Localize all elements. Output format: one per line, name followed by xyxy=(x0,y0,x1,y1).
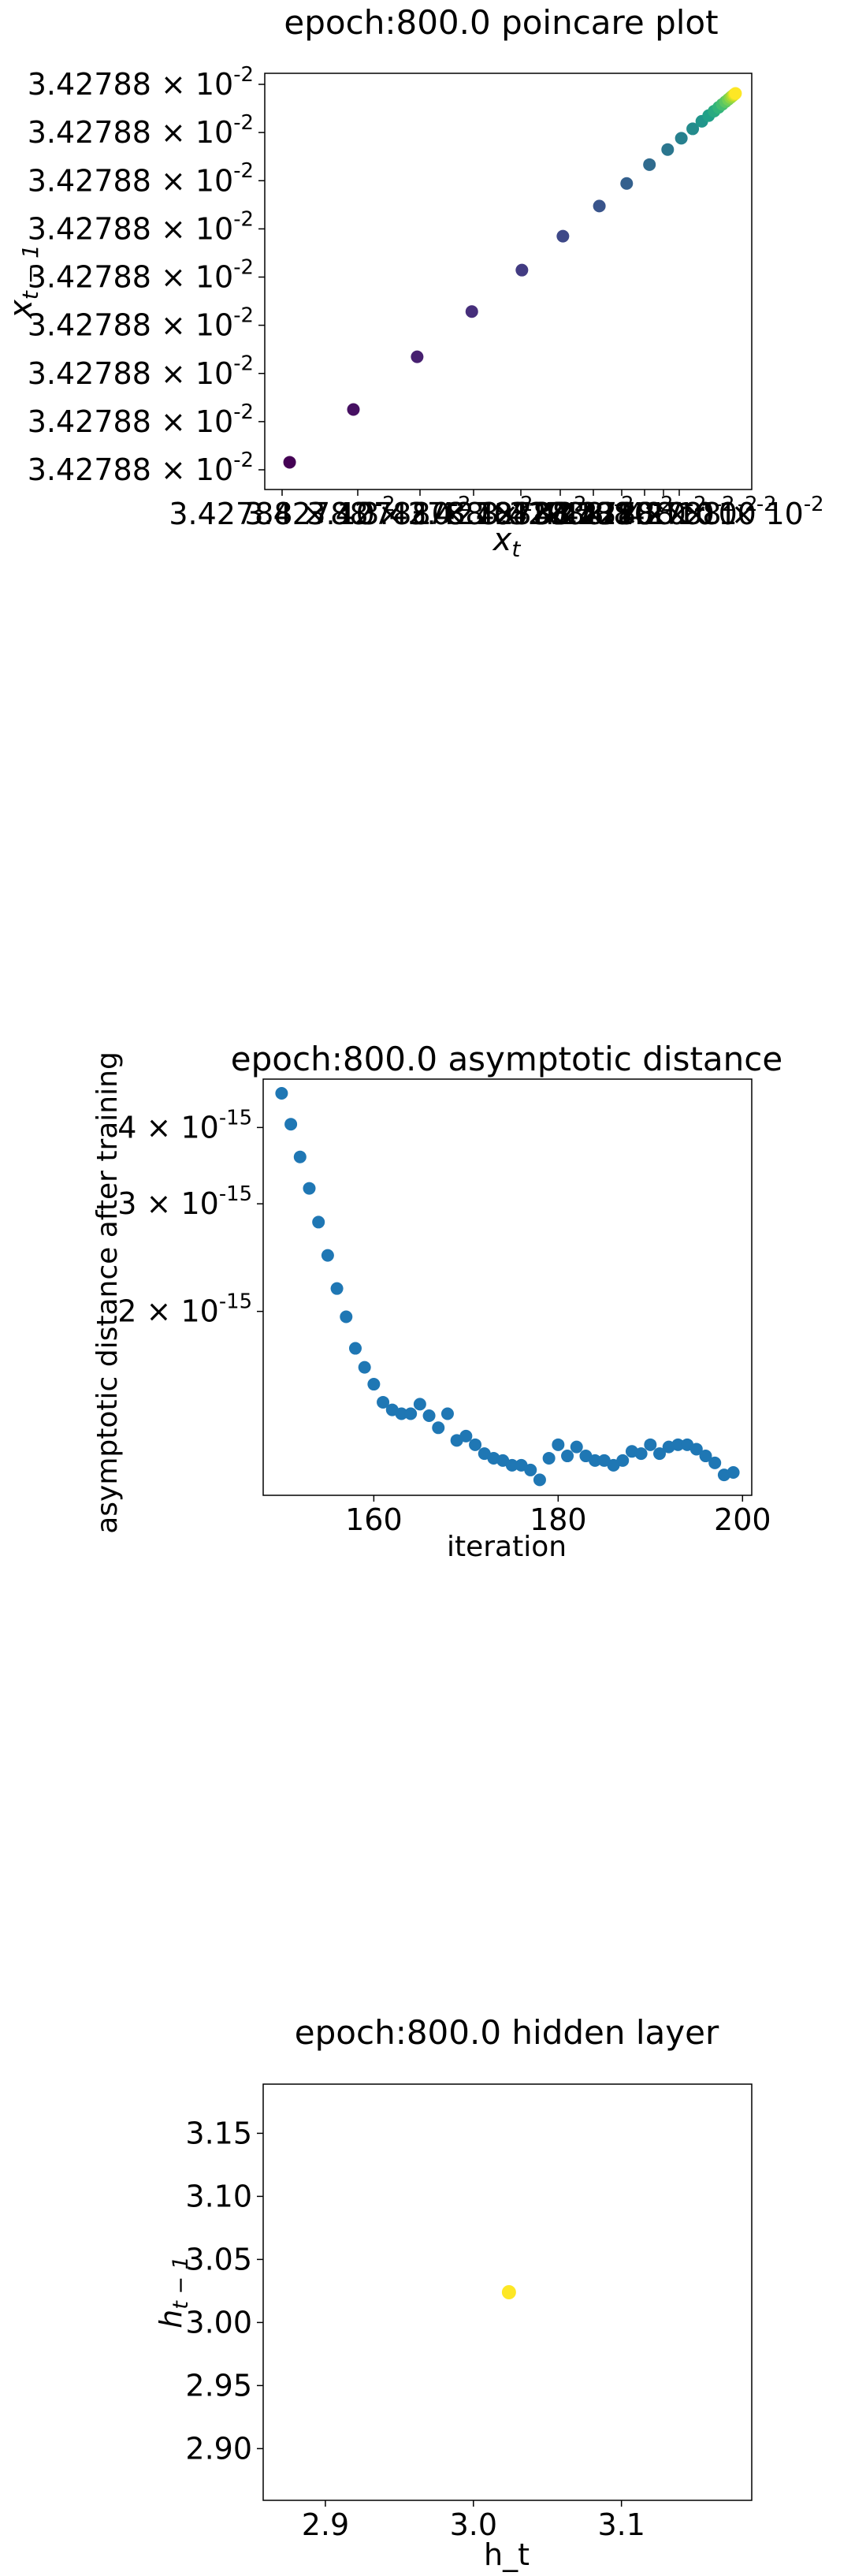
chart1-y-tick-label: 3.42788 × 10-2 xyxy=(28,352,254,391)
chart3-x-tick-label: 3.1 xyxy=(597,2507,645,2542)
chart2-point xyxy=(404,1407,418,1420)
chart1-point xyxy=(283,456,296,469)
chart2-y-axis-label: asymptotic distance after training xyxy=(91,1052,124,1534)
chart3-x-tick-label: 2.9 xyxy=(302,2507,349,2542)
chart2-point xyxy=(708,1456,722,1469)
chart2-point xyxy=(727,1465,740,1479)
chart1-y-axis-label: xt − 1 xyxy=(3,244,43,320)
chart1-point xyxy=(556,229,570,243)
chart1-y-tick-label: 3.42788 × 10-2 xyxy=(28,255,254,294)
chart3-y-tick-label: 2.90 xyxy=(185,2431,252,2466)
chart3-y-tick-label: 3.05 xyxy=(185,2242,252,2276)
chart2-point xyxy=(689,1442,703,1456)
chart2-point xyxy=(284,1118,298,1131)
chart2-point xyxy=(616,1454,630,1467)
chart1-point xyxy=(465,305,478,318)
chart2-point xyxy=(358,1361,371,1374)
chart3-y-tick-label: 3.15 xyxy=(185,2116,252,2150)
chart3-title: epoch:800.0 hidden layer xyxy=(295,2013,719,2052)
chart2-point xyxy=(312,1215,325,1229)
chart1-point xyxy=(593,199,606,213)
chart1-point xyxy=(620,177,634,190)
chart1-y-tick-label: 3.42788 × 10-2 xyxy=(28,400,254,439)
chart1-y-tick-label: 3.42788 × 10-2 xyxy=(28,159,254,198)
chart2-point xyxy=(459,1429,473,1442)
chart1-x-tick-label: 3.42788 × 10-2 xyxy=(531,493,757,531)
chart1-y-tick-label: 3.42788 × 10-2 xyxy=(28,449,254,487)
chart2-point xyxy=(505,1458,518,1472)
chart2-point xyxy=(699,1450,712,1463)
chart2-plot-area xyxy=(262,1078,753,1496)
chart2-x-tick-label: 160 xyxy=(345,1502,403,1537)
chart2-x-tick-label: 180 xyxy=(530,1502,587,1537)
chart1-y-tick-label: 3.42788 × 10-2 xyxy=(28,111,254,150)
chart3-point xyxy=(501,2285,516,2299)
chart3-y-tick-label: 3.10 xyxy=(185,2179,252,2213)
chart1-x-tick-label: 3.42788 × 10-2 xyxy=(508,493,734,531)
chart1-point xyxy=(675,132,688,145)
chart1-x-tick-label: 3.42788 × 10-2 xyxy=(447,493,673,531)
chart1-point xyxy=(411,350,424,363)
chart1-point xyxy=(661,143,675,156)
chart2-y-tick-label: 2 × 10-15 xyxy=(117,1290,252,1329)
chart2-y-tick-label: 3 × 10-15 xyxy=(117,1182,252,1221)
chart3-y-axis-label: ht − 1 xyxy=(154,2256,193,2328)
chart2-point xyxy=(589,1454,602,1467)
chart1-point xyxy=(686,122,700,136)
chart2-point xyxy=(377,1395,390,1409)
chart1-x-tick-label: 3.42788 × 10-2 xyxy=(480,493,706,531)
chart2-x-tick-label: 200 xyxy=(714,1502,771,1537)
chart1-x-tick-label: 3.42788 × 10-2 xyxy=(407,493,634,531)
chart2-point xyxy=(469,1438,482,1451)
chart2-point xyxy=(440,1407,454,1420)
chart1-title: epoch:800.0 poincare plot xyxy=(284,3,718,42)
chart2-point xyxy=(340,1310,353,1323)
chart1-x-tick-label: 3.42788 × 10-2 xyxy=(307,493,533,531)
chart2-point xyxy=(542,1451,556,1465)
chart1-x-tick-label: 3.42788 × 10-2 xyxy=(244,493,470,531)
chart2-point xyxy=(570,1440,583,1454)
chart2-point xyxy=(634,1447,648,1461)
chart2-point xyxy=(422,1409,436,1422)
chart2-point xyxy=(348,1342,362,1355)
chart1-x-tick-label: 3.42788 × 10-2 xyxy=(360,493,586,531)
chart1-point xyxy=(643,158,656,171)
chart1-plot-area xyxy=(264,73,753,490)
chart3-x-axis-label: h_t xyxy=(484,2537,530,2572)
chart1-y-tick-label: 3.42788 × 10-2 xyxy=(28,304,254,343)
chart2-point xyxy=(330,1282,344,1295)
chart2-point xyxy=(321,1249,334,1262)
chart1-y-tick-label: 3.42788 × 10-2 xyxy=(28,63,254,102)
chart1-x-tick-label: 3.42788 × 10-2 xyxy=(597,493,823,531)
chart2-title: epoch:800.0 asymptotic distance xyxy=(231,1040,782,1078)
chart2-point xyxy=(653,1447,667,1461)
chart2-point xyxy=(561,1450,574,1463)
chart1-point xyxy=(515,263,529,277)
chart2-point xyxy=(644,1438,657,1451)
chart1-point xyxy=(729,87,742,100)
chart2-point xyxy=(367,1378,381,1391)
chart2-point xyxy=(524,1463,537,1476)
chart2-y-tick-label: 4 × 10-15 xyxy=(117,1106,252,1145)
chart3-plot-area xyxy=(262,2083,753,2501)
chart3-y-tick-label: 2.95 xyxy=(185,2368,252,2403)
chart2-point xyxy=(275,1087,288,1100)
chart1-y-tick-label: 3.42788 × 10-2 xyxy=(28,207,254,246)
chart2-point xyxy=(432,1421,445,1435)
chart2-x-axis-label: iteration xyxy=(447,1531,567,1563)
chart2-point xyxy=(533,1473,546,1487)
chart2-point xyxy=(413,1398,426,1411)
chart1-point xyxy=(347,403,360,416)
chart2-point xyxy=(293,1150,307,1163)
chart2-point xyxy=(395,1407,408,1420)
chart1-x-tick-label: 3.42788 × 10-2 xyxy=(169,493,395,531)
chart1-x-tick-label: 3.42788 × 10-2 xyxy=(550,493,776,531)
chart2-point xyxy=(303,1182,316,1195)
chart3-y-tick-label: 3.00 xyxy=(185,2305,252,2340)
chart2-point xyxy=(671,1438,685,1451)
chart3-x-tick-label: 3.0 xyxy=(450,2507,497,2542)
chart2-point xyxy=(552,1438,565,1451)
